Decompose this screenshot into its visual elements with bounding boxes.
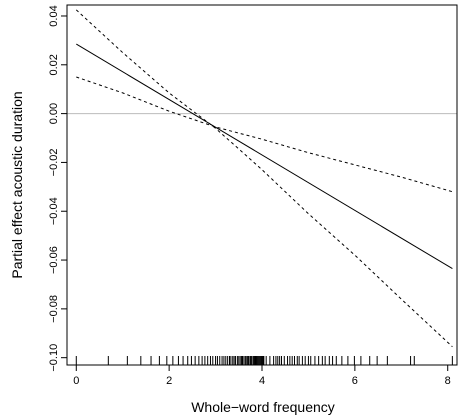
x-tick-label: 8 bbox=[445, 375, 451, 387]
fitted-effect-line bbox=[76, 43, 453, 270]
x-tick-label: 4 bbox=[259, 375, 265, 387]
y-tick-label: 0.00 bbox=[48, 103, 60, 124]
y-tick-label: 0.02 bbox=[48, 54, 60, 75]
y-tick-label: 0.04 bbox=[48, 5, 60, 26]
x-tick-label: 0 bbox=[73, 375, 79, 387]
y-tick-label: −0.02 bbox=[48, 148, 60, 176]
confidence-band-line bbox=[76, 76, 453, 193]
plot-frame bbox=[66, 4, 458, 366]
axes-layer: 0 2 4 6 8 −0.10 −0.08 −0.06 −0.04 −0.02 0.00 0.02 0.… bbox=[48, 4, 458, 387]
y-tick-label: −0.08 bbox=[48, 295, 60, 323]
y-tick-label: −0.04 bbox=[48, 197, 60, 225]
x-tick-label: 6 bbox=[352, 375, 358, 387]
series-layer bbox=[75, 9, 453, 348]
x-axis-title: Whole−word frequency bbox=[191, 399, 335, 415]
y-axis-title: Partial effect acoustic duration bbox=[9, 91, 25, 278]
x-tick-label: 2 bbox=[166, 375, 172, 387]
y-tick-label: −0.10 bbox=[48, 344, 60, 372]
y-tick-label: −0.06 bbox=[48, 246, 60, 274]
confidence-band-line bbox=[75, 9, 453, 348]
rug-layer bbox=[75, 356, 453, 365]
